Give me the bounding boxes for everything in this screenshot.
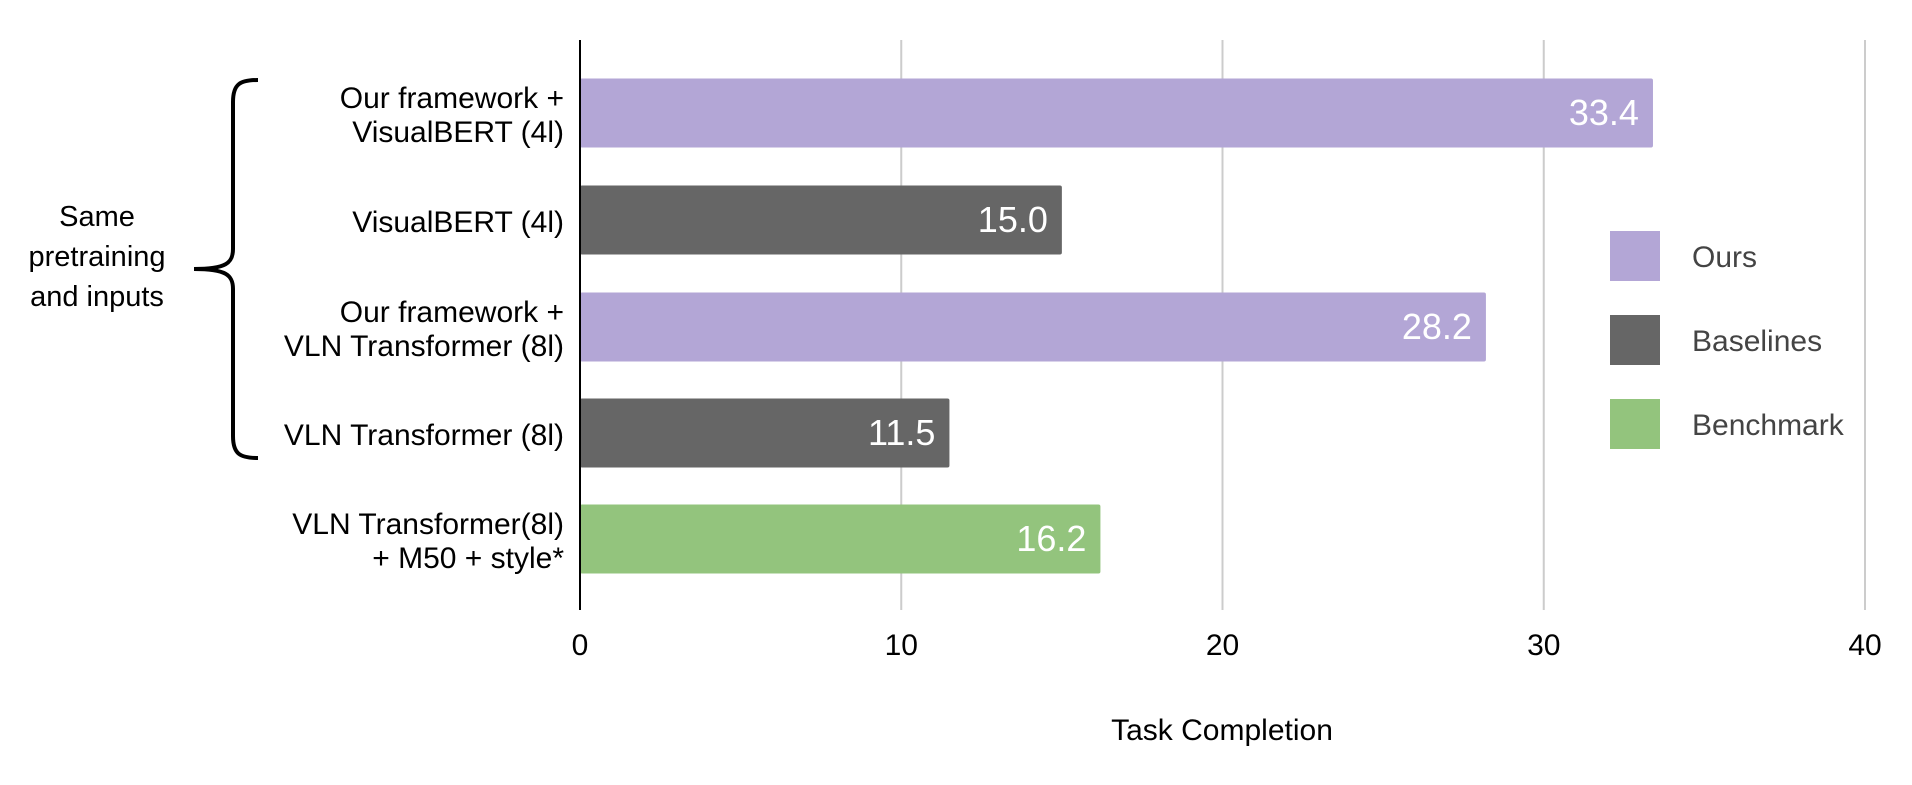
x-tick-label: 0 — [572, 629, 589, 662]
category-label: Our framework + — [340, 82, 564, 115]
bar-value-label: 15.0 — [978, 199, 1048, 240]
x-tick-label: 30 — [1527, 629, 1560, 662]
bracket-annotation: pretraining — [28, 241, 165, 273]
category-label: VLN Transformer(8l) — [292, 508, 564, 541]
legend-swatch-ours — [1610, 231, 1660, 281]
bar-value-label: 28.2 — [1402, 306, 1472, 347]
x-tick-label: 10 — [885, 629, 918, 662]
category-label: VisualBERT (4l) — [352, 116, 564, 149]
curly-brace — [193, 78, 259, 460]
x-tick-label: 20 — [1206, 629, 1239, 662]
legend-label: Baselines — [1692, 325, 1822, 358]
category-label: VLN Transformer (8l) — [284, 419, 564, 452]
category-label: + M50 + style* — [372, 542, 564, 575]
bar-baselines — [580, 398, 950, 468]
x-tick-label: 40 — [1848, 629, 1881, 662]
bar-benchmark — [580, 504, 1101, 574]
bracket-annotation: and inputs — [30, 281, 164, 313]
bar-ours — [580, 292, 1486, 362]
bar-baselines — [580, 185, 1062, 255]
bracket-annotation: Same — [59, 201, 135, 233]
bar-value-label: 16.2 — [1016, 518, 1086, 559]
legend-label: Benchmark — [1692, 409, 1845, 442]
legend-swatch-benchmark — [1610, 399, 1660, 449]
legend-label: Ours — [1692, 241, 1757, 274]
category-label: VisualBERT (4l) — [352, 206, 564, 239]
category-label: VLN Transformer (8l) — [284, 330, 564, 363]
category-label: Our framework + — [340, 296, 564, 329]
bar-value-label: 11.5 — [868, 412, 935, 453]
x-axis-title: Task Completion — [1111, 714, 1333, 747]
bar-value-label: 33.4 — [1569, 92, 1639, 133]
legend-swatch-baselines — [1610, 315, 1660, 365]
bar-ours — [580, 78, 1653, 148]
